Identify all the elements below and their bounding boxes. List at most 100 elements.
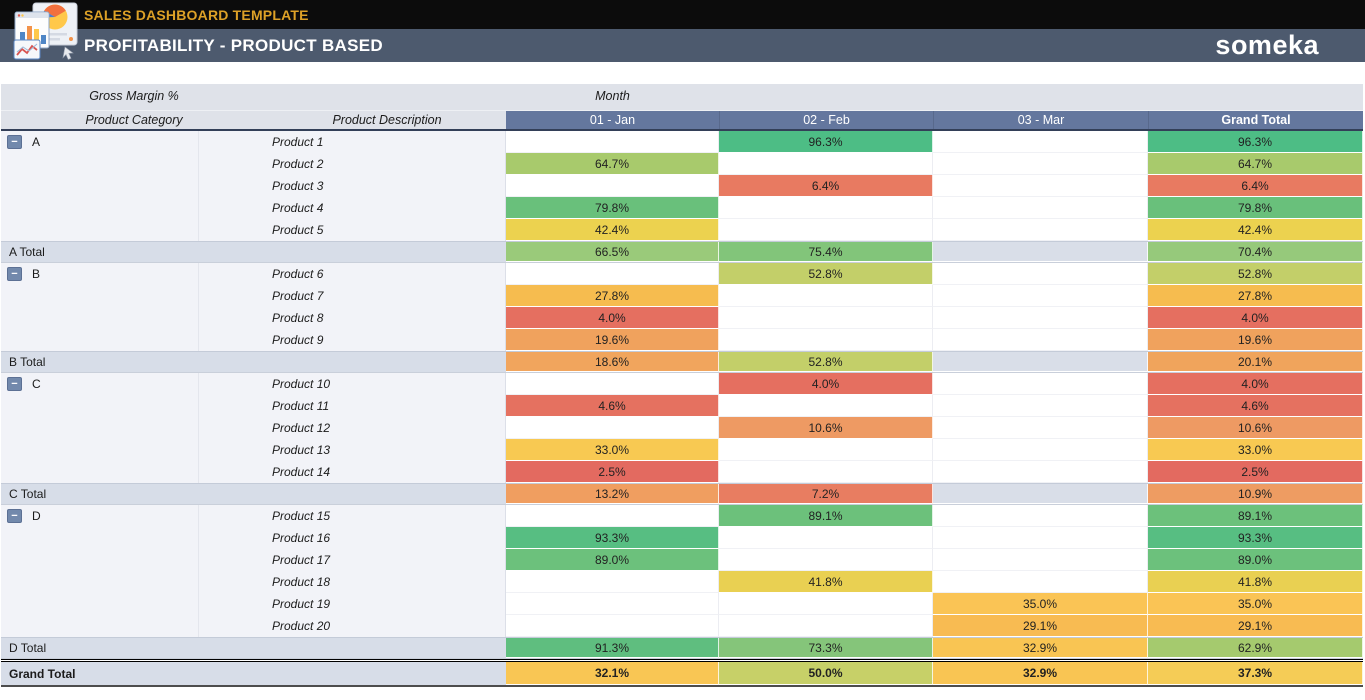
cell-grand-total[interactable]: 27.8% — [1148, 285, 1363, 307]
category-cell[interactable] — [1, 439, 198, 461]
cell-grand-total[interactable]: 37.3% — [1148, 662, 1363, 685]
product-description[interactable]: Product 7 — [198, 285, 506, 307]
collapse-button-c[interactable]: − — [7, 377, 22, 391]
cell-jan[interactable] — [506, 571, 719, 593]
cell-grand-total[interactable]: 62.9% — [1148, 638, 1363, 658]
product-description[interactable]: Product 18 — [198, 571, 506, 593]
cell-mar[interactable] — [933, 242, 1148, 262]
product-description[interactable]: Product 16 — [198, 527, 506, 549]
cell-jan[interactable] — [506, 175, 719, 197]
cell-grand-total[interactable]: 96.3% — [1148, 131, 1363, 153]
cell-grand-total[interactable]: 4.0% — [1148, 373, 1363, 395]
category-cell[interactable] — [1, 329, 198, 351]
subtotal-label[interactable]: A Total — [1, 242, 506, 262]
cell-feb[interactable] — [719, 439, 933, 461]
category-cell[interactable] — [1, 175, 198, 197]
cell-jan[interactable] — [506, 373, 719, 395]
column-header-feb[interactable]: 02 - Feb — [719, 111, 933, 129]
cell-jan[interactable]: 42.4% — [506, 219, 719, 241]
cell-mar[interactable] — [933, 307, 1148, 329]
product-description[interactable]: Product 8 — [198, 307, 506, 329]
product-description[interactable]: Product 4 — [198, 197, 506, 219]
product-description[interactable]: Product 5 — [198, 219, 506, 241]
cell-feb[interactable] — [719, 615, 933, 637]
month-field-label[interactable]: Month — [595, 89, 630, 103]
product-description[interactable]: Product 9 — [198, 329, 506, 351]
cell-jan[interactable]: 18.6% — [506, 352, 719, 372]
subtotal-label[interactable]: B Total — [1, 352, 506, 372]
cell-mar[interactable] — [933, 461, 1148, 483]
category-cell[interactable] — [1, 153, 198, 175]
cell-jan[interactable] — [506, 131, 719, 153]
cell-grand-total[interactable]: 89.0% — [1148, 549, 1363, 571]
category-cell[interactable]: − A — [1, 131, 198, 153]
cell-jan[interactable]: 79.8% — [506, 197, 719, 219]
cell-grand-total[interactable]: 6.4% — [1148, 175, 1363, 197]
cell-mar[interactable] — [933, 484, 1148, 504]
cell-grand-total[interactable]: 10.9% — [1148, 484, 1363, 504]
cell-feb[interactable]: 75.4% — [719, 242, 933, 262]
cell-mar[interactable] — [933, 549, 1148, 571]
subtotal-label[interactable]: D Total — [1, 638, 506, 658]
product-description[interactable]: Product 11 — [198, 395, 506, 417]
cell-jan[interactable]: 19.6% — [506, 329, 719, 351]
cell-mar[interactable] — [933, 571, 1148, 593]
collapse-button-a[interactable]: − — [7, 135, 22, 149]
cell-grand-total[interactable]: 20.1% — [1148, 352, 1363, 372]
grand-total-label[interactable]: Grand Total — [1, 662, 506, 685]
cell-jan[interactable]: 33.0% — [506, 439, 719, 461]
cell-jan[interactable]: 93.3% — [506, 527, 719, 549]
cell-feb[interactable] — [719, 461, 933, 483]
cell-jan[interactable]: 32.1% — [506, 662, 719, 685]
product-description[interactable]: Product 6 — [198, 263, 506, 285]
cell-feb[interactable] — [719, 593, 933, 615]
cell-mar[interactable] — [933, 373, 1148, 395]
collapse-button-d[interactable]: − — [7, 509, 22, 523]
collapse-button-b[interactable]: − — [7, 267, 22, 281]
cell-feb[interactable]: 50.0% — [719, 662, 933, 685]
product-description[interactable]: Product 3 — [198, 175, 506, 197]
cell-feb[interactable] — [719, 549, 933, 571]
description-column-header[interactable]: Product Description — [332, 113, 442, 127]
cell-feb[interactable] — [719, 219, 933, 241]
cell-grand-total[interactable]: 4.6% — [1148, 395, 1363, 417]
cell-feb[interactable] — [719, 153, 933, 175]
cell-mar[interactable] — [933, 505, 1148, 527]
category-cell[interactable] — [1, 307, 198, 329]
subtotal-label[interactable]: C Total — [1, 484, 506, 504]
cell-feb[interactable]: 89.1% — [719, 505, 933, 527]
cell-mar[interactable] — [933, 175, 1148, 197]
cell-jan[interactable]: 89.0% — [506, 549, 719, 571]
column-header-grand-total[interactable]: Grand Total — [1148, 111, 1363, 129]
cell-feb[interactable]: 4.0% — [719, 373, 933, 395]
cell-jan[interactable]: 91.3% — [506, 638, 719, 658]
cell-jan[interactable]: 27.8% — [506, 285, 719, 307]
cell-mar[interactable] — [933, 417, 1148, 439]
cell-mar[interactable] — [933, 131, 1148, 153]
cell-grand-total[interactable]: 29.1% — [1148, 615, 1363, 637]
cell-feb[interactable]: 52.8% — [719, 352, 933, 372]
cell-grand-total[interactable]: 19.6% — [1148, 329, 1363, 351]
category-cell[interactable]: − B — [1, 263, 198, 285]
cell-feb[interactable] — [719, 197, 933, 219]
category-cell[interactable] — [1, 461, 198, 483]
product-description[interactable]: Product 19 — [198, 593, 506, 615]
cell-grand-total[interactable]: 10.6% — [1148, 417, 1363, 439]
category-cell[interactable] — [1, 527, 198, 549]
category-cell[interactable] — [1, 395, 198, 417]
measure-label[interactable]: Gross Margin % — [89, 89, 179, 103]
cell-grand-total[interactable]: 2.5% — [1148, 461, 1363, 483]
product-description[interactable]: Product 14 — [198, 461, 506, 483]
cell-mar[interactable] — [933, 527, 1148, 549]
product-description[interactable]: Product 10 — [198, 373, 506, 395]
cell-mar[interactable] — [933, 197, 1148, 219]
column-header-mar[interactable]: 03 - Mar — [933, 111, 1148, 129]
cell-grand-total[interactable]: 93.3% — [1148, 527, 1363, 549]
cell-feb[interactable]: 6.4% — [719, 175, 933, 197]
category-cell[interactable] — [1, 219, 198, 241]
cell-jan[interactable]: 64.7% — [506, 153, 719, 175]
cell-jan[interactable]: 2.5% — [506, 461, 719, 483]
product-description[interactable]: Product 12 — [198, 417, 506, 439]
cell-mar[interactable] — [933, 352, 1148, 372]
cell-grand-total[interactable]: 4.0% — [1148, 307, 1363, 329]
